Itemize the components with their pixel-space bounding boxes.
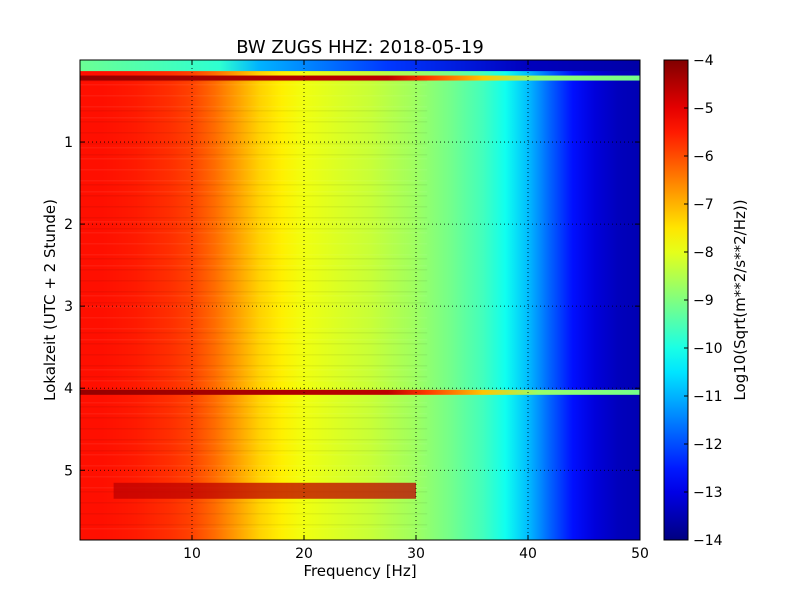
y-axis: 1 2 3 4 5 — [64, 135, 640, 479]
spectrogram-streak — [80, 221, 428, 223]
chart-title: BW ZUGS HHZ: 2018-05-19 — [236, 37, 484, 58]
spectrogram-streak — [80, 80, 428, 82]
colorbar-tick-label: −6 — [693, 149, 714, 165]
x-tick-label: 20 — [295, 546, 313, 562]
colorbar-tick-label: −10 — [693, 341, 723, 357]
spectrogram-streak — [80, 143, 428, 145]
spectrogram-streak — [80, 195, 428, 197]
spectrogram-streak — [80, 465, 428, 467]
spectrogram-streak — [80, 169, 428, 171]
spectrogram-streak — [80, 428, 428, 430]
y-tick-label: 1 — [64, 135, 73, 151]
spectrogram-streak — [80, 110, 428, 112]
spectrogram-background — [80, 60, 640, 540]
spectrogram-streak — [80, 191, 428, 193]
spectrogram-streak — [80, 454, 428, 456]
spectrogram-streak — [80, 524, 428, 526]
colorbar-tick-label: −14 — [693, 533, 723, 549]
spectrogram-streak — [80, 450, 428, 452]
spectrogram-streak — [80, 417, 428, 419]
spectrogram-streak — [80, 106, 428, 108]
spectrogram-band — [113, 482, 416, 499]
spectrogram-band — [80, 389, 640, 395]
grid-lines — [80, 60, 640, 540]
spectrogram-streak — [80, 217, 428, 219]
spectrogram-streak — [80, 443, 428, 445]
spectrogram-streak — [80, 376, 428, 378]
spectrogram-streak — [80, 269, 428, 271]
spectrogram-streak — [80, 439, 428, 441]
spectrogram-streak — [80, 354, 428, 356]
spectrogram-streak — [80, 95, 428, 97]
spectrogram-band — [80, 75, 640, 81]
x-tick-label: 10 — [183, 546, 201, 562]
spectrogram-streak — [80, 513, 428, 515]
spectrogram-streak — [80, 84, 428, 86]
spectrogram-streak — [80, 254, 428, 256]
colorbar-tick-label: −13 — [693, 485, 723, 501]
spectrogram-streak — [80, 291, 428, 293]
spectrogram-streak — [80, 228, 428, 230]
spectrogram-streak — [80, 147, 428, 149]
spectrogram-streak — [80, 265, 428, 267]
y-tick-label: 5 — [64, 463, 73, 479]
spectrogram-streak — [80, 402, 428, 404]
spectrogram-streak — [80, 332, 428, 334]
spectrogram-band — [80, 60, 640, 72]
x-tick-label: 40 — [519, 546, 537, 562]
spectrogram-streak — [80, 232, 428, 234]
spectrogram-streak — [80, 380, 428, 382]
spectrogram-streak — [80, 306, 428, 308]
spectrogram-streak — [80, 180, 428, 182]
spectrogram-streak — [80, 117, 428, 119]
spectrogram-streak — [80, 328, 428, 330]
spectrogram-streak — [80, 476, 428, 478]
spectrogram-streak — [80, 502, 428, 504]
spectrogram-plot-area — [80, 60, 640, 540]
x-tick-label: 50 — [631, 546, 649, 562]
y-tick-label: 2 — [64, 217, 73, 233]
spectrogram-streak — [80, 339, 428, 341]
spectrogram-streak — [80, 258, 428, 260]
spectrogram-streak — [80, 121, 428, 123]
spectrogram-streak — [80, 243, 428, 245]
colorbar-label: Log10(Sqrt(m**2/s**2/Hz)) — [731, 199, 749, 400]
spectrogram-streak — [80, 317, 428, 319]
y-tick-label: 4 — [64, 381, 73, 397]
spectrogram-streak — [80, 154, 428, 156]
colorbar-tick-label: −4 — [693, 53, 714, 69]
spectrogram-streak — [80, 206, 428, 208]
plot-frame — [79, 59, 641, 541]
colorbar-tick-label: −12 — [693, 437, 723, 453]
colorbar-tick-label: −11 — [693, 389, 723, 405]
colorbar-ticks: −4 −5 −6 −7 −8 −9 −10 −11 −12 −13 −14 — [684, 53, 723, 549]
spectrogram-streak — [80, 365, 428, 367]
spectrogram-streak — [80, 343, 428, 345]
colorbar-tick-label: −7 — [693, 197, 714, 213]
spectrogram-streak — [80, 280, 428, 282]
spectrogram-streak — [80, 184, 428, 186]
spectrogram-streak — [80, 413, 428, 415]
spectrogram-streak — [80, 369, 428, 371]
x-axis: 10 20 30 40 50 — [183, 60, 649, 562]
spectrogram-streak — [80, 295, 428, 297]
y-axis-label: Lokalzeit (UTC + 2 Stunde) — [41, 199, 59, 401]
colorbar — [663, 59, 689, 541]
y-tick-label: 3 — [64, 299, 73, 315]
colorbar-tick-label: −9 — [693, 293, 714, 309]
x-axis-label: Frequency [Hz] — [303, 562, 416, 580]
spectrogram-streak — [80, 302, 428, 304]
spectrogram-streak — [80, 132, 428, 134]
colorbar-tick-label: −5 — [693, 101, 714, 117]
x-tick-label: 30 — [407, 546, 425, 562]
colorbar-tick-label: −8 — [693, 245, 714, 261]
spectrogram-streak — [80, 528, 428, 530]
spectrogram-streak — [80, 406, 428, 408]
spectrogram-streak — [80, 158, 428, 160]
